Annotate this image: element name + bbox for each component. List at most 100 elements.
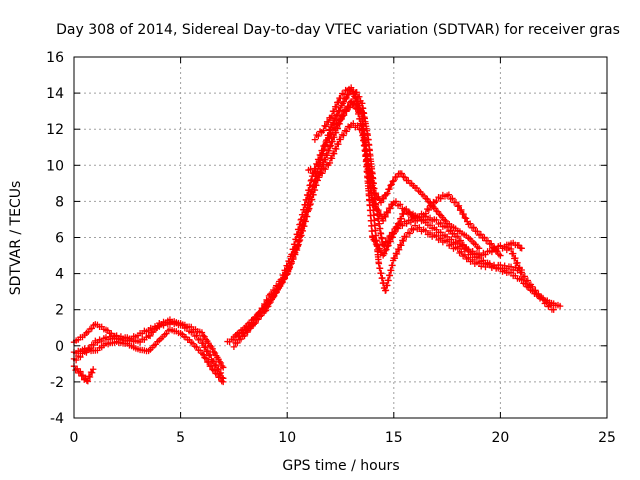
data-point	[89, 366, 97, 373]
data-point	[385, 242, 392, 249]
data-point	[382, 213, 389, 221]
data-point	[311, 168, 319, 176]
data-point	[325, 132, 332, 139]
data-point	[291, 249, 299, 256]
data-point	[507, 245, 515, 253]
data-point	[311, 177, 319, 184]
data-point	[356, 93, 363, 100]
data-point	[216, 358, 223, 365]
data-point	[210, 357, 217, 365]
data-point	[196, 335, 204, 343]
data-point	[266, 300, 273, 307]
x-tick-label: 20	[491, 430, 509, 446]
data-point	[374, 207, 381, 214]
data-point	[514, 259, 521, 267]
data-point	[426, 229, 434, 237]
data-point	[88, 325, 95, 332]
data-point	[319, 150, 326, 157]
data-point	[392, 198, 400, 205]
data-point	[275, 284, 283, 292]
data-point	[345, 104, 352, 111]
data-point	[333, 103, 340, 111]
data-point	[315, 162, 323, 169]
data-point	[381, 250, 388, 257]
data-point	[320, 127, 327, 134]
data-point	[308, 186, 316, 193]
data-point	[374, 241, 381, 249]
data-point	[518, 245, 525, 252]
data-point	[403, 233, 410, 241]
data-point	[205, 352, 213, 359]
data-point	[336, 107, 343, 114]
data-point	[325, 147, 333, 155]
data-point	[474, 228, 481, 235]
data-point	[461, 251, 469, 258]
data-point	[198, 350, 206, 357]
data-point	[372, 240, 380, 248]
data-point	[329, 138, 336, 145]
data-point	[395, 219, 403, 227]
data-point	[200, 351, 207, 358]
data-point	[340, 111, 348, 119]
data-point	[284, 267, 292, 274]
data-point	[290, 253, 297, 261]
data-point	[90, 341, 97, 349]
tick-labels: 0 5 10 15 20 25 -4 -2 0 2 4 6 8 10 12 14 16	[46, 50, 616, 446]
data-point	[331, 133, 338, 141]
data-point	[198, 329, 206, 336]
data-point	[497, 252, 504, 259]
data-point	[262, 307, 270, 314]
data-point	[325, 118, 332, 126]
y-tick-label: -2	[50, 375, 64, 391]
data-point	[370, 236, 377, 243]
data-point	[403, 205, 410, 213]
data-point	[416, 214, 423, 222]
data-point	[343, 94, 350, 102]
y-tick-label: 16	[46, 50, 64, 66]
data-point	[337, 94, 344, 102]
data-point	[343, 128, 350, 135]
data-point	[315, 174, 323, 181]
grid	[74, 57, 607, 418]
data-point	[354, 122, 361, 129]
y-tick-label: 14	[46, 86, 64, 102]
x-tick-label: 0	[70, 430, 79, 446]
data-point	[389, 262, 396, 269]
y-tick-label: 4	[55, 267, 64, 283]
data-point	[384, 282, 391, 289]
data-point	[220, 364, 227, 371]
data-point	[323, 136, 331, 144]
data-point	[387, 238, 394, 245]
data-point	[470, 224, 477, 231]
data-point	[347, 84, 355, 91]
data-point	[383, 246, 390, 253]
data-point	[447, 227, 454, 234]
data-point	[393, 224, 401, 231]
data-point	[203, 348, 210, 355]
data-point	[465, 254, 472, 261]
data-point	[376, 245, 383, 252]
data-point	[326, 159, 334, 167]
data-point	[396, 201, 404, 208]
data-point	[518, 269, 525, 276]
data-point	[230, 343, 238, 351]
data-point	[327, 142, 334, 149]
data-point	[210, 348, 217, 356]
data-point	[77, 353, 84, 361]
data-point	[403, 220, 410, 227]
data-point	[282, 272, 290, 279]
data-point	[532, 287, 539, 294]
data-point	[320, 147, 327, 154]
data-point	[372, 202, 380, 210]
data-point	[384, 209, 392, 216]
data-point	[516, 264, 523, 271]
data-point	[398, 242, 405, 249]
data-point	[343, 108, 350, 115]
data-point	[521, 273, 528, 280]
data-point	[529, 283, 536, 291]
data-point	[202, 355, 210, 362]
data-point	[457, 237, 465, 244]
data-point	[381, 212, 388, 220]
series-track-1	[70, 318, 227, 382]
data-point	[340, 91, 348, 98]
